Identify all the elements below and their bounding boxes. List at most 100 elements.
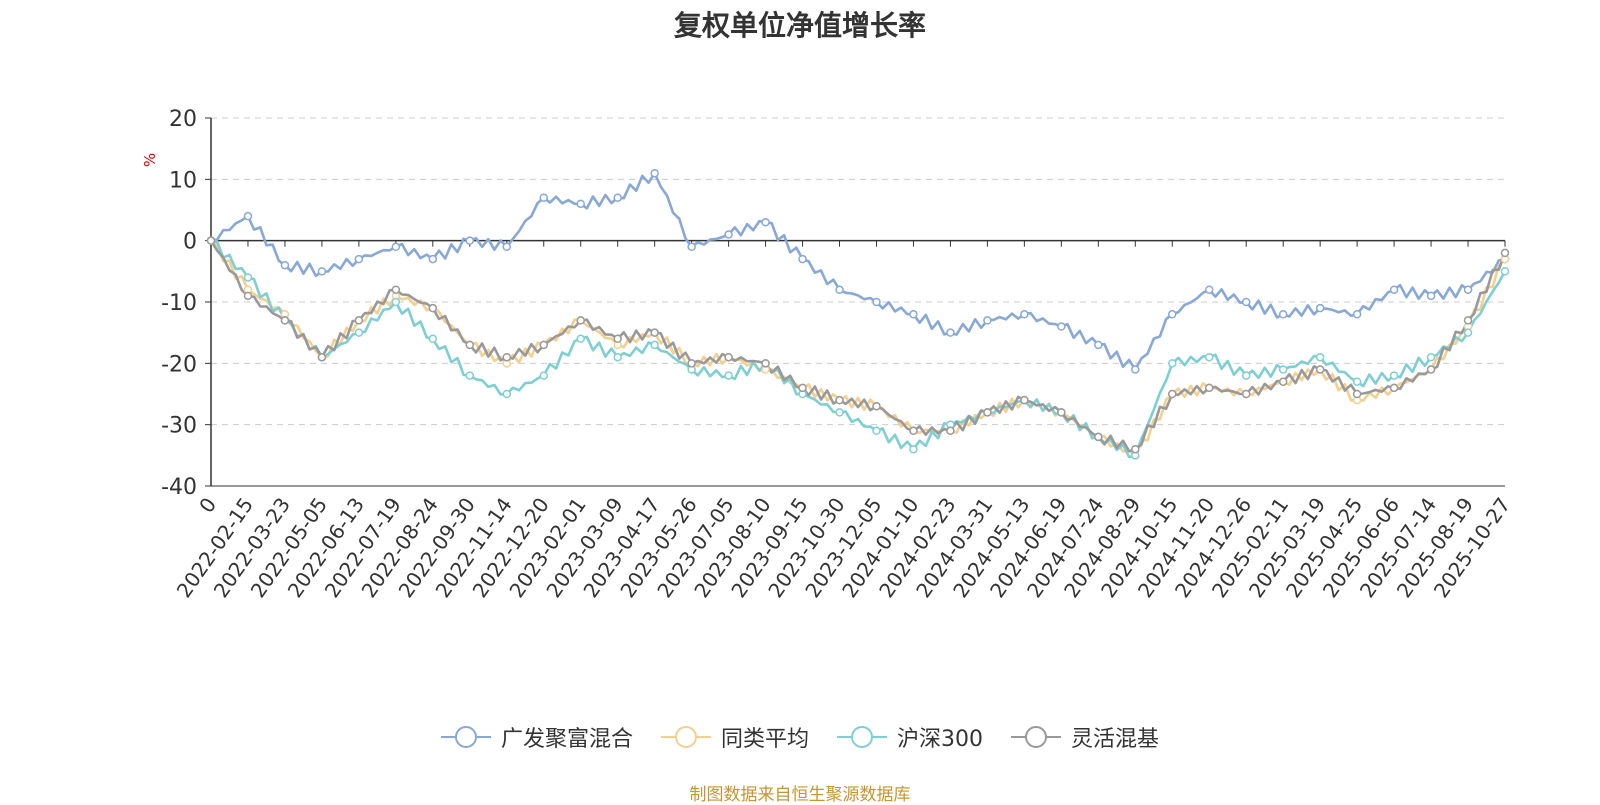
legend-label: 同类平均 xyxy=(720,727,809,752)
data-point xyxy=(1020,395,1029,405)
axes xyxy=(205,117,1506,487)
data-point xyxy=(650,328,659,337)
data-point xyxy=(946,426,955,436)
data-point xyxy=(909,310,918,319)
data-point xyxy=(317,352,327,362)
data-point xyxy=(576,199,585,209)
legend-item-flexible-mixed[interactable]: 灵活混基 xyxy=(1011,721,1159,753)
data-point xyxy=(1463,316,1473,325)
legend-item-peer-average[interactable]: 同类平均 xyxy=(660,721,809,753)
data-point xyxy=(724,230,733,239)
data-point xyxy=(243,211,253,221)
data-point xyxy=(1426,352,1436,362)
data-point xyxy=(1204,383,1214,393)
data-point xyxy=(1241,371,1251,380)
data-point xyxy=(1278,377,1288,386)
data-point xyxy=(835,408,844,417)
y-tick-label: -10 xyxy=(161,291,197,316)
legend-marker-icon xyxy=(440,726,491,748)
data-point xyxy=(687,242,696,252)
data-point xyxy=(613,193,622,202)
x-tick-label: 0 xyxy=(194,493,221,517)
legend: 广发聚富混合 同类平均 沪深300 灵活混基 xyxy=(0,720,1600,754)
data-point xyxy=(724,352,733,362)
data-point xyxy=(354,316,364,325)
data-point xyxy=(1278,365,1288,374)
legend-label: 广发聚富混合 xyxy=(500,727,633,752)
data-point xyxy=(835,285,844,294)
data-point xyxy=(354,254,364,264)
data-point xyxy=(1094,432,1103,442)
y-tick-label: 20 xyxy=(169,107,197,132)
data-point xyxy=(465,371,475,380)
data-point xyxy=(909,444,918,454)
data-point xyxy=(1278,310,1288,319)
series-line xyxy=(210,239,1507,459)
data-point xyxy=(946,328,955,337)
data-point xyxy=(1315,365,1325,374)
data-point xyxy=(317,267,327,276)
series-line xyxy=(210,239,1506,457)
data-point xyxy=(761,218,770,227)
data-point xyxy=(1204,285,1214,294)
data-point xyxy=(428,254,438,264)
data-point xyxy=(502,242,512,252)
data-point xyxy=(613,334,622,344)
legend-label: 沪深300 xyxy=(897,727,983,752)
data-point xyxy=(1168,359,1177,368)
data-point xyxy=(280,260,290,270)
data-point xyxy=(724,371,733,380)
y-tick-label: -40 xyxy=(161,475,197,500)
data-point xyxy=(428,334,438,344)
data-point xyxy=(502,389,512,399)
y-tick-label: 0 xyxy=(183,230,197,255)
legend-item-csi300[interactable]: 沪深300 xyxy=(837,721,983,753)
data-point xyxy=(909,426,918,436)
legend-marker-icon xyxy=(660,726,711,748)
series-layer xyxy=(209,171,1507,459)
legend-item-fund[interactable]: 广发聚富混合 xyxy=(440,721,633,753)
data-point xyxy=(1500,248,1510,258)
data-point xyxy=(1389,383,1399,393)
data-point xyxy=(576,316,585,325)
data-point xyxy=(539,340,548,350)
data-points xyxy=(206,168,1510,460)
grid-lines xyxy=(211,117,1505,487)
data-point xyxy=(1204,352,1214,362)
data-point xyxy=(1352,389,1362,399)
data-point xyxy=(1168,389,1177,399)
data-point xyxy=(465,340,475,350)
data-point xyxy=(428,303,438,313)
data-point xyxy=(835,395,844,405)
data-point xyxy=(1389,371,1399,380)
data-point xyxy=(983,316,992,325)
data-point xyxy=(1131,444,1140,454)
data-point xyxy=(1020,310,1029,319)
series-line xyxy=(210,171,1506,371)
data-point xyxy=(391,297,401,307)
data-point xyxy=(539,371,548,380)
y-axis-unit: % xyxy=(141,153,159,167)
data-point xyxy=(613,352,622,362)
data-point xyxy=(872,402,881,411)
data-point xyxy=(1463,328,1473,337)
data-point xyxy=(1426,365,1436,374)
data-point xyxy=(1057,408,1066,417)
tick-labels: 20100-10-20-30-40%02022-02-152022-03-232… xyxy=(141,107,1515,602)
data-point xyxy=(1315,303,1325,313)
data-point xyxy=(391,242,401,252)
legend-label: 灵活混基 xyxy=(1071,727,1160,752)
data-point xyxy=(1241,389,1251,399)
legend-marker-icon xyxy=(837,726,887,748)
source-note: 制图数据来自恒生聚源数据库 xyxy=(689,785,911,805)
data-point xyxy=(983,408,992,417)
data-point xyxy=(872,426,881,436)
data-point xyxy=(1426,291,1436,301)
data-point xyxy=(687,359,696,368)
data-point xyxy=(243,273,253,282)
data-point xyxy=(650,168,659,178)
data-point xyxy=(465,236,475,245)
y-tick-label: -20 xyxy=(161,352,197,377)
y-tick-label: 10 xyxy=(169,168,197,193)
data-point xyxy=(1500,267,1510,276)
